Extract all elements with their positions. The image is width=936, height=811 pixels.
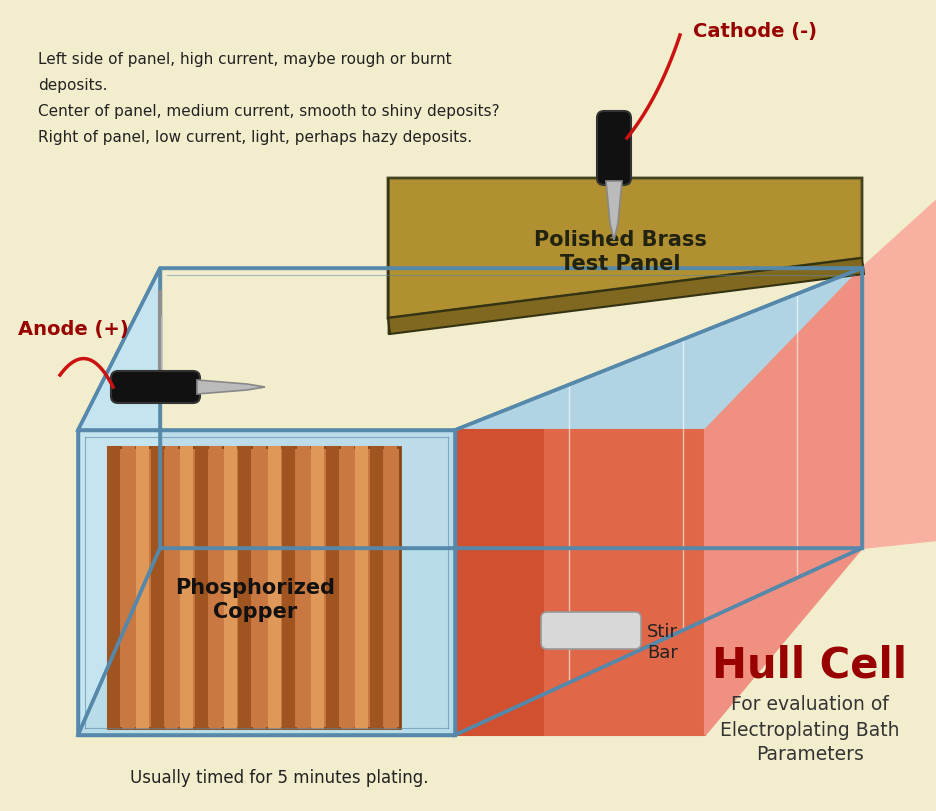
Polygon shape	[327, 447, 338, 728]
Polygon shape	[385, 447, 396, 728]
Polygon shape	[283, 447, 294, 728]
Polygon shape	[298, 447, 309, 728]
Text: Stir
Bar: Stir Bar	[647, 623, 678, 662]
Polygon shape	[342, 447, 352, 728]
Polygon shape	[312, 447, 323, 728]
Polygon shape	[196, 447, 206, 728]
Polygon shape	[254, 447, 265, 728]
Polygon shape	[455, 430, 545, 735]
Polygon shape	[137, 447, 148, 728]
Text: Cathode (-): Cathode (-)	[693, 23, 816, 41]
Polygon shape	[108, 447, 400, 728]
Polygon shape	[181, 447, 192, 728]
Polygon shape	[455, 268, 861, 735]
Polygon shape	[545, 430, 704, 735]
Polygon shape	[108, 447, 119, 728]
Polygon shape	[123, 447, 134, 728]
Text: For evaluation of: For evaluation of	[730, 696, 888, 714]
Text: Usually timed for 5 minutes plating.: Usually timed for 5 minutes plating.	[130, 769, 428, 787]
Polygon shape	[78, 548, 861, 735]
Text: Left side of panel, high current, maybe rough or burnt: Left side of panel, high current, maybe …	[38, 52, 451, 67]
Polygon shape	[197, 380, 265, 394]
Polygon shape	[152, 447, 163, 728]
Text: deposits.: deposits.	[38, 78, 108, 93]
Text: Phosphorized
Copper: Phosphorized Copper	[175, 578, 335, 621]
Polygon shape	[704, 268, 861, 735]
Polygon shape	[388, 258, 863, 334]
Polygon shape	[269, 447, 279, 728]
Text: Polished Brass
Test Panel: Polished Brass Test Panel	[533, 230, 706, 273]
Text: Right of panel, low current, light, perhaps hazy deposits.: Right of panel, low current, light, perh…	[38, 130, 472, 145]
Polygon shape	[225, 447, 236, 728]
Text: Parameters: Parameters	[755, 745, 863, 765]
Polygon shape	[356, 447, 367, 728]
Polygon shape	[167, 447, 177, 728]
FancyBboxPatch shape	[110, 371, 199, 403]
FancyBboxPatch shape	[596, 111, 630, 185]
Polygon shape	[606, 181, 622, 240]
Polygon shape	[371, 447, 381, 728]
Text: Electroplating Bath: Electroplating Bath	[720, 720, 899, 740]
Polygon shape	[239, 447, 250, 728]
Text: Center of panel, medium current, smooth to shiny deposits?: Center of panel, medium current, smooth …	[38, 104, 499, 119]
Polygon shape	[210, 447, 221, 728]
FancyBboxPatch shape	[540, 612, 640, 649]
Polygon shape	[861, 200, 936, 548]
Text: Anode (+): Anode (+)	[18, 320, 128, 340]
Polygon shape	[78, 430, 455, 735]
Polygon shape	[388, 178, 861, 318]
Polygon shape	[78, 268, 160, 735]
Text: Hull Cell: Hull Cell	[711, 644, 907, 686]
